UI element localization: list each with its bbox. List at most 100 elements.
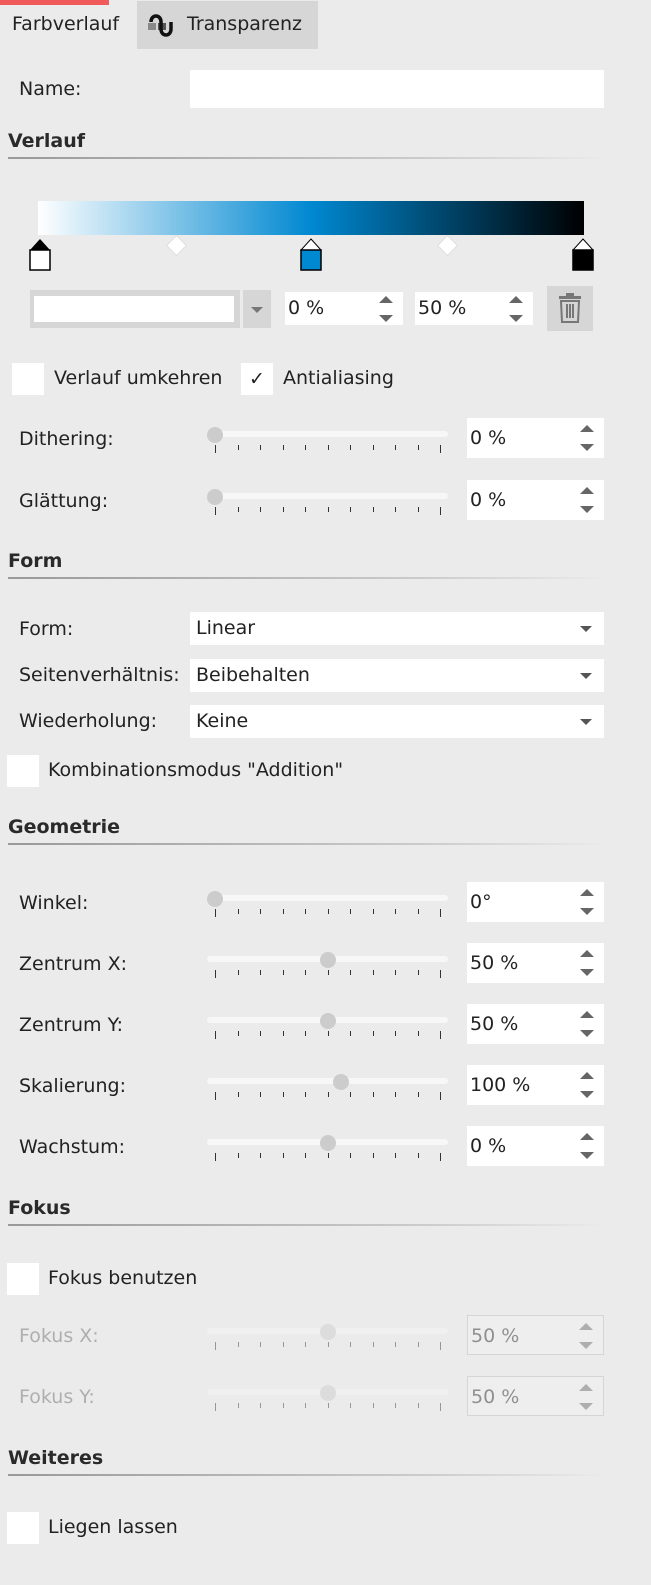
slider-tick (417, 445, 419, 450)
slider-thumb[interactable] (319, 1385, 336, 1401)
slider-thumb[interactable] (333, 1074, 349, 1090)
center-y-value: 50 % (470, 1013, 519, 1035)
scale-label: Skalierung: (19, 1075, 126, 1097)
keep-checkbox[interactable] (7, 1512, 39, 1544)
growth-value: 0 % (470, 1135, 507, 1157)
slider-tick (350, 507, 351, 512)
slider-tick (350, 970, 351, 975)
slider-thumb[interactable] (207, 427, 223, 443)
slider-tick (305, 970, 306, 975)
gradient-stop-end[interactable] (572, 238, 594, 271)
slider-thumb[interactable] (319, 952, 336, 968)
slider-tick (260, 970, 261, 975)
slider-tick (215, 1092, 216, 1100)
smoothing-spinbox[interactable]: 0 % (467, 480, 604, 520)
slider-tick (395, 1092, 396, 1097)
slider-thumb[interactable] (207, 489, 223, 505)
dithering-spinbox[interactable]: 0 % (467, 418, 604, 458)
slider-tick (260, 1153, 261, 1158)
slider-track (207, 1078, 448, 1084)
slider-tick (372, 1092, 374, 1097)
smoothing-slider[interactable] (207, 480, 448, 520)
focus-x-spinbox[interactable]: 50 % (467, 1315, 604, 1355)
active-tab-indicator (0, 0, 109, 5)
gradient-stop-middle[interactable] (300, 238, 322, 271)
slider-thumb[interactable] (319, 1324, 336, 1340)
aspect-dropdown[interactable]: Beibehalten (190, 659, 604, 692)
divider (8, 577, 608, 579)
slider-tick (440, 1403, 441, 1411)
midpoint-handle[interactable] (436, 234, 459, 257)
gradient-preview[interactable] (38, 201, 584, 235)
midpoint-handle[interactable] (165, 234, 188, 257)
slider-tick (327, 1092, 329, 1097)
combine-checkbox[interactable] (7, 755, 39, 787)
section-weiteres: Weiteres (8, 1447, 104, 1469)
slider-tick (440, 909, 441, 917)
tab-transparenz[interactable]: Transparenz (137, 1, 318, 49)
use-focus-checkbox[interactable] (7, 1263, 39, 1295)
center-x-spinbox[interactable]: 50 % (467, 943, 604, 983)
scale-slider[interactable] (207, 1065, 448, 1105)
growth-label: Wachstum: (19, 1136, 126, 1158)
slider-track (207, 493, 448, 499)
slider-tick (395, 970, 396, 975)
repeat-label: Wiederholung: (19, 710, 158, 732)
slider-tick (327, 970, 329, 975)
chevron-down-icon (580, 673, 592, 679)
slider-tick (305, 507, 306, 512)
angle-label: Winkel: (19, 892, 89, 914)
reverse-checkbox[interactable] (12, 363, 44, 395)
slider-tick (260, 1031, 261, 1036)
slider-tick (440, 1153, 441, 1161)
dithering-slider[interactable] (207, 418, 448, 458)
center-x-slider[interactable] (207, 943, 448, 983)
tab-transparenz-label: Transparenz (187, 13, 303, 35)
slider-tick (372, 1153, 374, 1158)
delete-stop-button[interactable] (547, 286, 593, 331)
focus-y-slider[interactable] (207, 1376, 448, 1416)
color-dropdown-button[interactable] (243, 290, 271, 328)
angle-spinbox[interactable]: 0° (467, 882, 604, 922)
repeat-dropdown[interactable]: Keine (190, 705, 604, 738)
slider-tick (305, 445, 306, 450)
slider-tick (395, 445, 396, 450)
slider-tick (237, 970, 239, 975)
trash-icon (559, 293, 581, 323)
focus-y-spinbox[interactable]: 50 % (467, 1376, 604, 1416)
slider-tick (237, 1031, 239, 1036)
midpoint-spinbox[interactable]: 50 % (415, 292, 533, 325)
growth-slider[interactable] (207, 1126, 448, 1166)
slider-tick (215, 1403, 216, 1411)
chevron-down-icon (580, 626, 592, 632)
slider-tick (350, 1153, 351, 1158)
slider-tick (215, 1031, 216, 1039)
center-y-slider[interactable] (207, 1004, 448, 1044)
name-input[interactable] (190, 70, 604, 108)
shape-value: Linear (196, 617, 256, 639)
slider-tick (440, 1092, 441, 1100)
stop-position-spinbox[interactable]: 0 % (285, 292, 403, 325)
slider-thumb[interactable] (319, 1013, 336, 1029)
slider-tick (417, 1092, 419, 1097)
slider-tick (260, 1342, 261, 1347)
color-picker[interactable] (30, 290, 240, 328)
angle-slider[interactable] (207, 882, 448, 922)
growth-spinbox[interactable]: 0 % (467, 1126, 604, 1166)
slider-tick (305, 1031, 306, 1036)
slider-tick (327, 1403, 329, 1408)
gradient-stop-start[interactable] (29, 238, 51, 271)
tab-farbverlauf[interactable]: Farbverlauf (12, 13, 120, 35)
slider-thumb[interactable] (319, 1135, 336, 1151)
center-y-label: Zentrum Y: (19, 1014, 124, 1036)
scale-spinbox[interactable]: 100 % (467, 1065, 604, 1105)
slider-tick (417, 507, 419, 512)
focus-x-label: Fokus X: (19, 1325, 99, 1347)
center-y-spinbox[interactable]: 50 % (467, 1004, 604, 1044)
slider-tick (237, 909, 239, 914)
antialiasing-checkbox[interactable]: ✓ (241, 363, 273, 395)
focus-x-slider[interactable] (207, 1315, 448, 1355)
slider-tick (395, 1403, 396, 1408)
shape-dropdown[interactable]: Linear (190, 612, 604, 645)
slider-thumb[interactable] (207, 891, 223, 907)
